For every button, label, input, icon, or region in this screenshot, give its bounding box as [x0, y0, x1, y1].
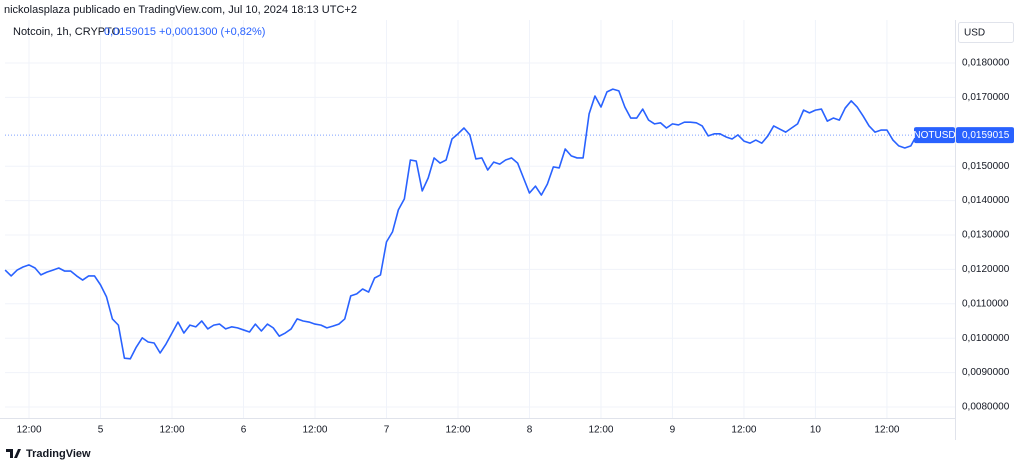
- x-tick-label: 12:00: [874, 425, 899, 436]
- y-tick-label: 0,0110000: [962, 298, 1009, 309]
- currency-box[interactable]: [958, 22, 1014, 43]
- x-tick-label: 12:00: [17, 425, 42, 436]
- y-tick-label: 0,0180000: [962, 58, 1010, 69]
- y-tick-label: 0,0090000: [962, 367, 1010, 378]
- chart-title: Notcoin, 1h, CRYPTO: [13, 26, 121, 38]
- logo-icon: [6, 449, 21, 458]
- brand: TradingView: [26, 448, 91, 460]
- y-tick-label: 0,0170000: [962, 92, 1010, 103]
- y-tick-label: 0,0120000: [962, 264, 1010, 275]
- x-tick-label: 5: [98, 425, 104, 436]
- grid: [5, 20, 955, 418]
- legend-values: 0,0159015 +0,0001300 (+0,82%): [104, 26, 265, 38]
- y-tick-label: 0,0080000: [962, 402, 1010, 413]
- series-name: NOTUSD: [913, 130, 955, 141]
- y-tick-label: 0,0140000: [962, 195, 1010, 206]
- x-tick-label: 8: [527, 425, 533, 436]
- x-tick-label: 12:00: [588, 425, 613, 436]
- price-tag: [956, 127, 1014, 144]
- x-tick-label: 12:00: [731, 425, 756, 436]
- header: nickolasplaza publicado en TradingView.c…: [4, 4, 357, 16]
- series-name-tag: [914, 127, 955, 144]
- y-tick-label: 0,0150000: [962, 161, 1010, 172]
- x-tick-label: 7: [384, 425, 390, 436]
- y-tick-label: 0,0100000: [962, 333, 1010, 344]
- logo: [6, 449, 21, 458]
- x-tick-label: 10: [810, 425, 822, 436]
- y-tick-label: 0,0130000: [962, 230, 1010, 241]
- price-line: [4, 88, 918, 360]
- x-tick-label: 12:00: [159, 425, 184, 436]
- price-tag-label: 0,0159015: [962, 130, 1010, 141]
- x-tick-label: 6: [241, 425, 247, 436]
- currency: USD: [964, 28, 985, 39]
- x-tick-label: 12:00: [445, 425, 470, 436]
- x-tick-label: 9: [670, 425, 676, 436]
- x-tick-label: 12:00: [302, 425, 327, 436]
